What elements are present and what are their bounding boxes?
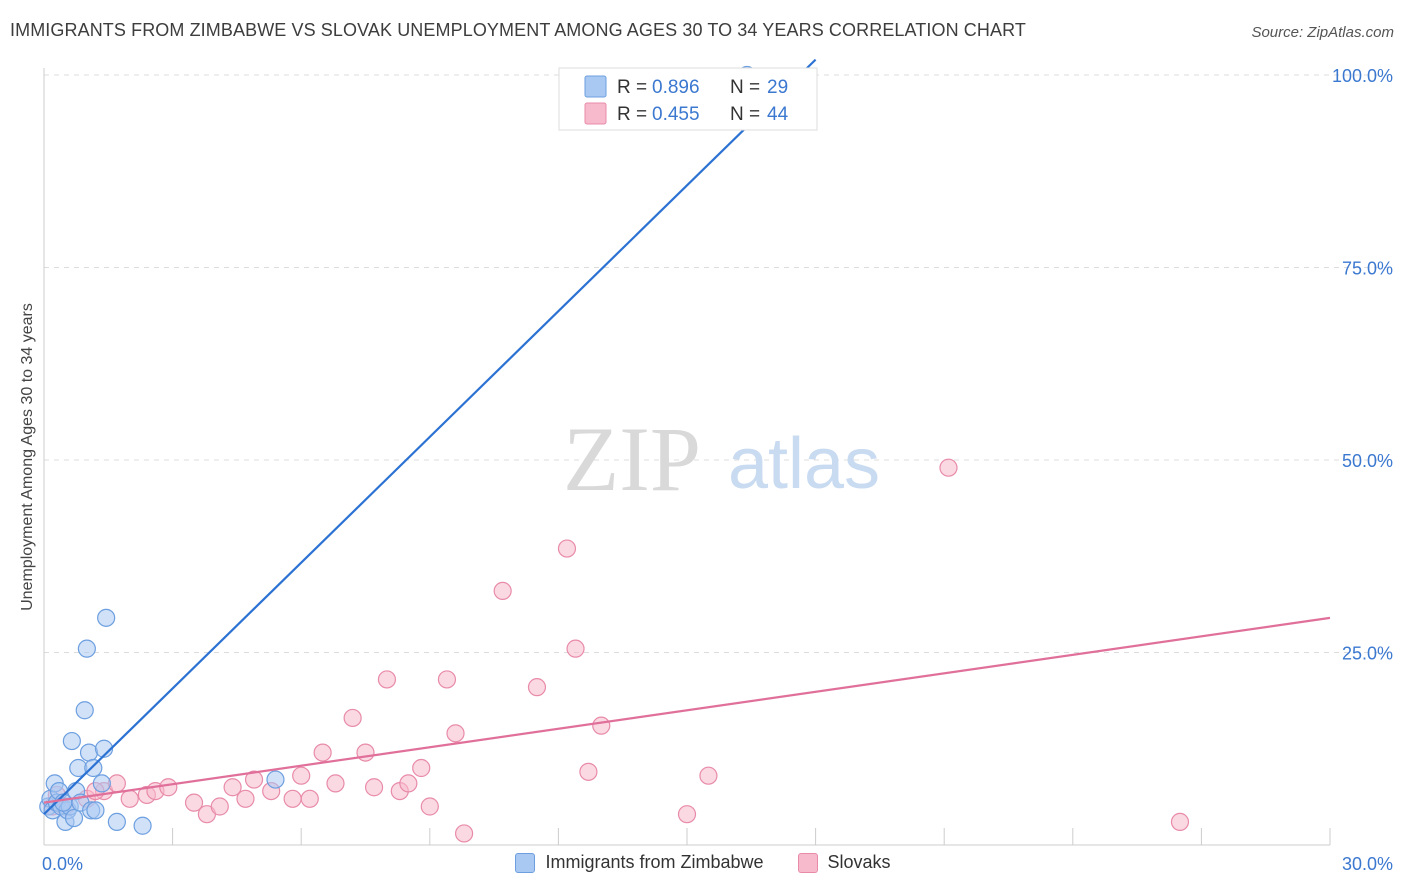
legend-item-zimbabwe[interactable]: Immigrants from Zimbabwe — [515, 852, 763, 873]
legend-swatch-zimbabwe — [585, 76, 606, 97]
slovaks-point — [558, 540, 575, 557]
zimbabwe-point — [81, 744, 98, 761]
zimbabwe-point — [63, 733, 80, 750]
slovaks-point — [378, 671, 395, 688]
slovaks-point — [940, 459, 957, 476]
slovaks-point — [211, 798, 228, 815]
slovaks-point — [160, 779, 177, 796]
slovaks-point — [301, 790, 318, 807]
slovaks-point — [528, 679, 545, 696]
slovaks-point — [679, 806, 696, 823]
slovaks-point — [314, 744, 331, 761]
y-tick-label: 75.0% — [1342, 259, 1393, 279]
zimbabwe-point — [78, 640, 95, 657]
slovaks-point — [121, 790, 138, 807]
slovaks-point — [456, 825, 473, 842]
slovaks-point — [344, 709, 361, 726]
y-tick-label: 25.0% — [1342, 644, 1393, 664]
slovaks-point — [494, 582, 511, 599]
legend-label-slovaks: Slovaks — [828, 852, 891, 873]
slovaks-point — [580, 763, 597, 780]
zimbabwe-point — [87, 802, 104, 819]
slovaks-point — [447, 725, 464, 742]
zimbabwe-point — [93, 775, 110, 792]
watermark-zip: ZIP — [563, 408, 701, 510]
grid — [44, 75, 1392, 653]
legend-swatch-icon — [515, 853, 535, 873]
slovaks-trend-line — [44, 618, 1330, 803]
legend-n-label-1: N = — [730, 77, 760, 98]
slovaks-point — [284, 790, 301, 807]
series-legend: Immigrants from Zimbabwe Slovaks — [0, 852, 1406, 873]
legend-r-value-2: 0.455 — [652, 104, 700, 125]
slovaks-point — [593, 717, 610, 734]
legend-swatch-icon — [798, 853, 818, 873]
y-tick-label: 100.0% — [1332, 66, 1393, 86]
series-slovaks-points — [44, 459, 1188, 842]
slovaks-point — [366, 779, 383, 796]
zimbabwe-point — [66, 810, 83, 827]
slovaks-point — [237, 790, 254, 807]
legend-n-label-2: N = — [730, 104, 760, 125]
y-tick-label: 50.0% — [1342, 451, 1393, 471]
legend-swatch-slovaks — [585, 103, 606, 124]
legend-label-zimbabwe: Immigrants from Zimbabwe — [545, 852, 763, 873]
slovaks-point — [293, 767, 310, 784]
zimbabwe-point — [76, 702, 93, 719]
slovaks-point — [438, 671, 455, 688]
watermark-atlas: atlas — [728, 424, 880, 504]
legend-item-slovaks[interactable]: Slovaks — [798, 852, 891, 873]
slovaks-point — [327, 775, 344, 792]
slovaks-point — [700, 767, 717, 784]
slovaks-point — [400, 775, 417, 792]
zimbabwe-point — [267, 771, 284, 788]
slovaks-point — [421, 798, 438, 815]
legend-r-label-2: R = — [617, 104, 647, 125]
slovaks-point — [357, 744, 374, 761]
axes: 25.0%50.0%75.0%100.0%0.0% 30.0% — [42, 66, 1393, 874]
zimbabwe-point — [108, 813, 125, 830]
zimbabwe-point — [134, 817, 151, 834]
legend-r-label-1: R = — [617, 77, 647, 98]
zimbabwe-point — [98, 609, 115, 626]
scatter-chart: ZIP atlas 25.0%50.0%75.0%100.0%0.0% 30.0%… — [0, 0, 1406, 892]
legend-n-value-2: 44 — [767, 104, 789, 125]
legend-r-value-1: 0.896 — [652, 77, 700, 98]
correlation-legend: R = 0.896 N = 29 R = 0.455 N = 44 — [559, 68, 817, 130]
watermark: ZIP atlas — [563, 408, 880, 510]
zimbabwe-point — [85, 760, 102, 777]
slovaks-point — [567, 640, 584, 657]
slovaks-point — [413, 760, 430, 777]
slovaks-point — [1171, 813, 1188, 830]
legend-n-value-1: 29 — [767, 77, 788, 98]
